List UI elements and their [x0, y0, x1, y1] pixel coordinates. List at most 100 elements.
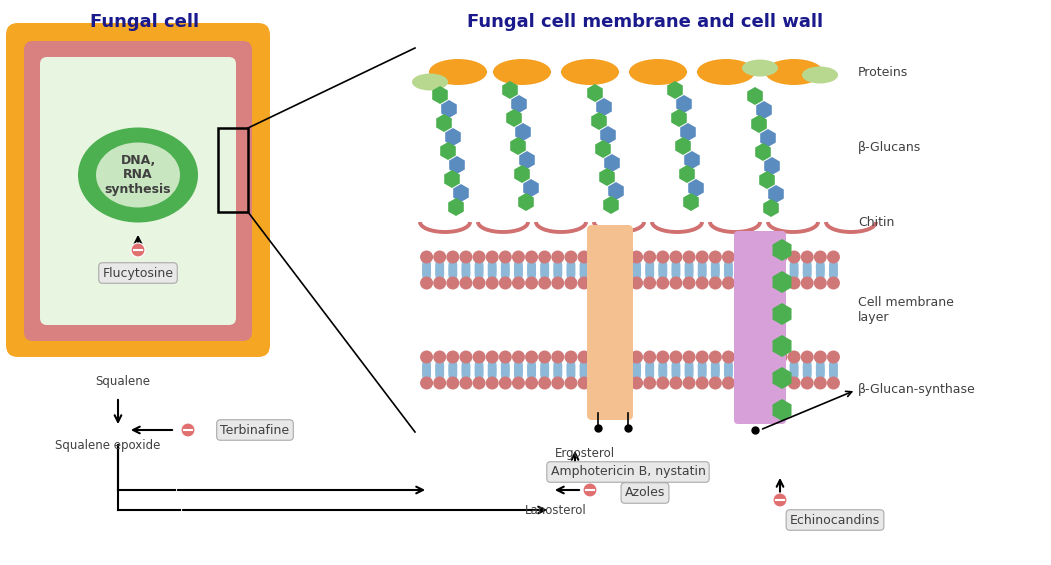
Ellipse shape — [777, 362, 785, 384]
Circle shape — [748, 350, 761, 363]
Ellipse shape — [684, 256, 694, 278]
Polygon shape — [518, 193, 534, 211]
Circle shape — [722, 276, 735, 289]
Polygon shape — [446, 128, 460, 146]
Polygon shape — [772, 303, 791, 325]
Polygon shape — [759, 171, 775, 189]
Ellipse shape — [78, 128, 198, 223]
Circle shape — [604, 250, 617, 263]
Ellipse shape — [658, 362, 667, 384]
Ellipse shape — [829, 262, 838, 284]
Ellipse shape — [435, 256, 445, 278]
Polygon shape — [600, 126, 616, 144]
Ellipse shape — [632, 256, 641, 278]
Circle shape — [775, 376, 787, 389]
Polygon shape — [436, 114, 452, 132]
Circle shape — [538, 276, 551, 289]
Ellipse shape — [829, 356, 838, 378]
Polygon shape — [588, 84, 603, 102]
Circle shape — [604, 376, 617, 389]
Ellipse shape — [488, 256, 497, 278]
Circle shape — [761, 376, 775, 389]
Polygon shape — [432, 86, 448, 104]
Ellipse shape — [501, 356, 510, 378]
Ellipse shape — [789, 262, 799, 284]
Ellipse shape — [593, 356, 601, 378]
Circle shape — [708, 250, 722, 263]
Circle shape — [486, 350, 498, 363]
Circle shape — [669, 376, 682, 389]
Ellipse shape — [514, 362, 523, 384]
Circle shape — [669, 350, 682, 363]
Ellipse shape — [527, 362, 536, 384]
Circle shape — [578, 350, 591, 363]
Ellipse shape — [488, 356, 497, 378]
Circle shape — [630, 350, 643, 363]
Ellipse shape — [553, 356, 562, 378]
Ellipse shape — [619, 262, 627, 284]
Polygon shape — [684, 151, 700, 169]
Ellipse shape — [742, 59, 778, 76]
Ellipse shape — [540, 356, 550, 378]
Ellipse shape — [750, 256, 759, 278]
Polygon shape — [449, 156, 465, 174]
Polygon shape — [604, 154, 620, 172]
Ellipse shape — [724, 256, 733, 278]
Circle shape — [459, 250, 473, 263]
Circle shape — [801, 376, 813, 389]
Polygon shape — [515, 123, 531, 141]
Polygon shape — [772, 271, 791, 293]
Ellipse shape — [566, 362, 576, 384]
Circle shape — [420, 350, 433, 363]
Circle shape — [473, 250, 486, 263]
Ellipse shape — [698, 356, 706, 378]
Polygon shape — [676, 95, 692, 113]
Polygon shape — [592, 112, 606, 130]
Ellipse shape — [423, 256, 431, 278]
Ellipse shape — [514, 256, 523, 278]
Circle shape — [447, 250, 459, 263]
Circle shape — [735, 250, 748, 263]
Circle shape — [656, 276, 669, 289]
Circle shape — [538, 350, 551, 363]
Ellipse shape — [816, 262, 825, 284]
Text: Lanosterol: Lanosterol — [526, 503, 586, 516]
Ellipse shape — [777, 262, 785, 284]
Circle shape — [787, 350, 801, 363]
Polygon shape — [763, 199, 779, 217]
Circle shape — [578, 276, 591, 289]
Circle shape — [827, 376, 840, 389]
Polygon shape — [688, 179, 704, 197]
Circle shape — [473, 376, 486, 389]
Circle shape — [591, 276, 603, 289]
Circle shape — [696, 350, 708, 363]
Ellipse shape — [763, 362, 772, 384]
Circle shape — [643, 350, 656, 363]
Ellipse shape — [684, 362, 694, 384]
Ellipse shape — [501, 256, 510, 278]
Ellipse shape — [449, 256, 457, 278]
Circle shape — [722, 250, 735, 263]
Ellipse shape — [579, 262, 589, 284]
Circle shape — [787, 376, 801, 389]
Circle shape — [486, 250, 498, 263]
Polygon shape — [514, 165, 530, 183]
Ellipse shape — [684, 262, 694, 284]
Ellipse shape — [593, 362, 601, 384]
Circle shape — [486, 276, 498, 289]
Ellipse shape — [698, 362, 706, 384]
Circle shape — [813, 376, 827, 389]
Circle shape — [512, 250, 524, 263]
Circle shape — [735, 376, 748, 389]
Circle shape — [578, 376, 591, 389]
Circle shape — [526, 376, 538, 389]
Circle shape — [761, 250, 775, 263]
Circle shape — [420, 376, 433, 389]
Ellipse shape — [579, 256, 589, 278]
Circle shape — [801, 250, 813, 263]
Circle shape — [552, 350, 564, 363]
Circle shape — [499, 350, 512, 363]
Polygon shape — [507, 109, 521, 127]
Ellipse shape — [605, 262, 615, 284]
Circle shape — [643, 376, 656, 389]
